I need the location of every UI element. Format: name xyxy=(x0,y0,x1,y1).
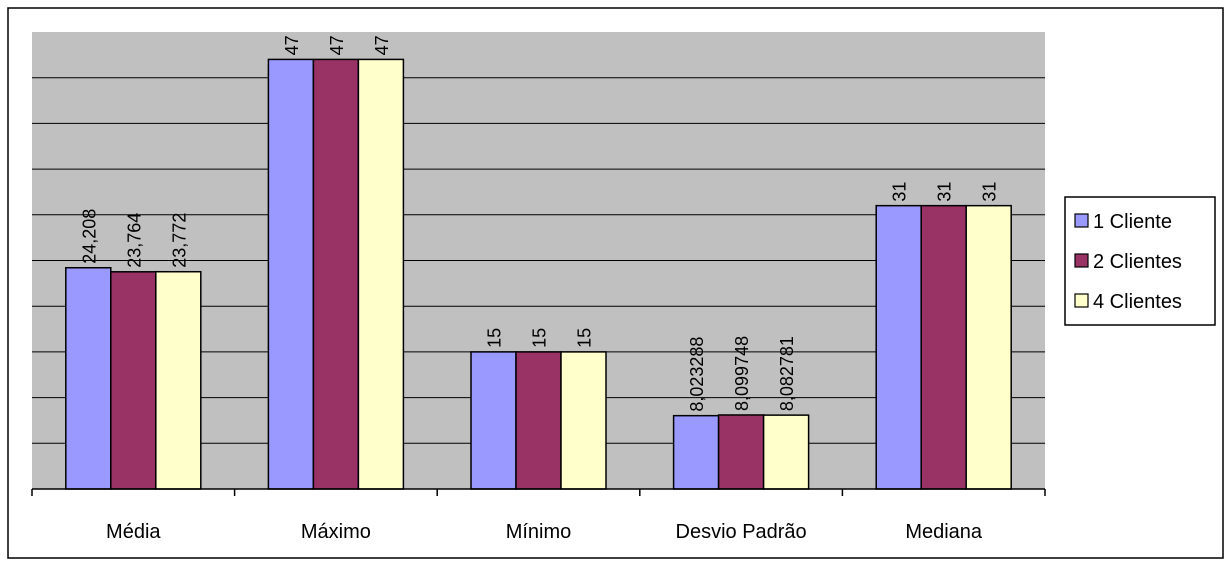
bar xyxy=(965,204,1012,490)
bar xyxy=(920,204,967,490)
legend-swatch xyxy=(1074,213,1089,228)
bar xyxy=(155,270,202,490)
x-tick-label: Média xyxy=(106,521,161,543)
legend: 1 Cliente 2 Clientes 4 Clientes xyxy=(1064,196,1216,326)
bars xyxy=(65,58,1012,490)
bar xyxy=(875,204,922,490)
bar xyxy=(560,351,607,490)
data-label: 31 xyxy=(980,182,1000,202)
x-tick-label: Mediana xyxy=(905,521,983,543)
bar xyxy=(672,414,720,490)
data-label: 47 xyxy=(372,35,392,55)
bar xyxy=(65,266,112,490)
data-label: 15 xyxy=(575,328,595,348)
legend-swatch xyxy=(1074,293,1089,308)
x-tick-label: Mínimo xyxy=(506,521,572,543)
bar xyxy=(515,351,562,490)
legend-label: 1 Cliente xyxy=(1093,211,1172,233)
data-label: 8,082781 xyxy=(777,336,797,411)
legend-label: 2 Clientes xyxy=(1093,251,1182,273)
data-label: 47 xyxy=(327,35,347,55)
bar xyxy=(717,414,765,490)
legend-label: 4 Clientes xyxy=(1093,291,1182,313)
bar xyxy=(470,351,517,490)
data-label: 8,099748 xyxy=(732,336,752,411)
data-label: 24,208 xyxy=(79,209,99,264)
data-label: 47 xyxy=(282,35,302,55)
bar xyxy=(357,58,405,490)
data-label: 15 xyxy=(530,328,550,348)
data-label: 31 xyxy=(890,182,910,202)
x-tick-label: Desvio Padrão xyxy=(676,521,807,543)
bar xyxy=(312,58,360,490)
bar xyxy=(110,271,157,490)
data-label: 31 xyxy=(935,182,955,202)
legend-swatch xyxy=(1074,253,1089,268)
legend-box xyxy=(1064,196,1216,326)
bar xyxy=(267,58,315,490)
data-label: 8,023288 xyxy=(687,337,707,412)
data-label: 23,772 xyxy=(169,213,189,268)
x-axis: Média Máximo Mínimo Desvio Padrão Mediana xyxy=(31,488,1046,543)
data-label: 15 xyxy=(485,328,505,348)
data-labels: 24,208 23,764 23,772 47 47 47 15 15 15 8,023288 8,… xyxy=(79,35,999,411)
data-label: 23,764 xyxy=(124,213,144,268)
bar xyxy=(762,414,810,490)
x-tick-label: Máximo xyxy=(301,521,371,543)
